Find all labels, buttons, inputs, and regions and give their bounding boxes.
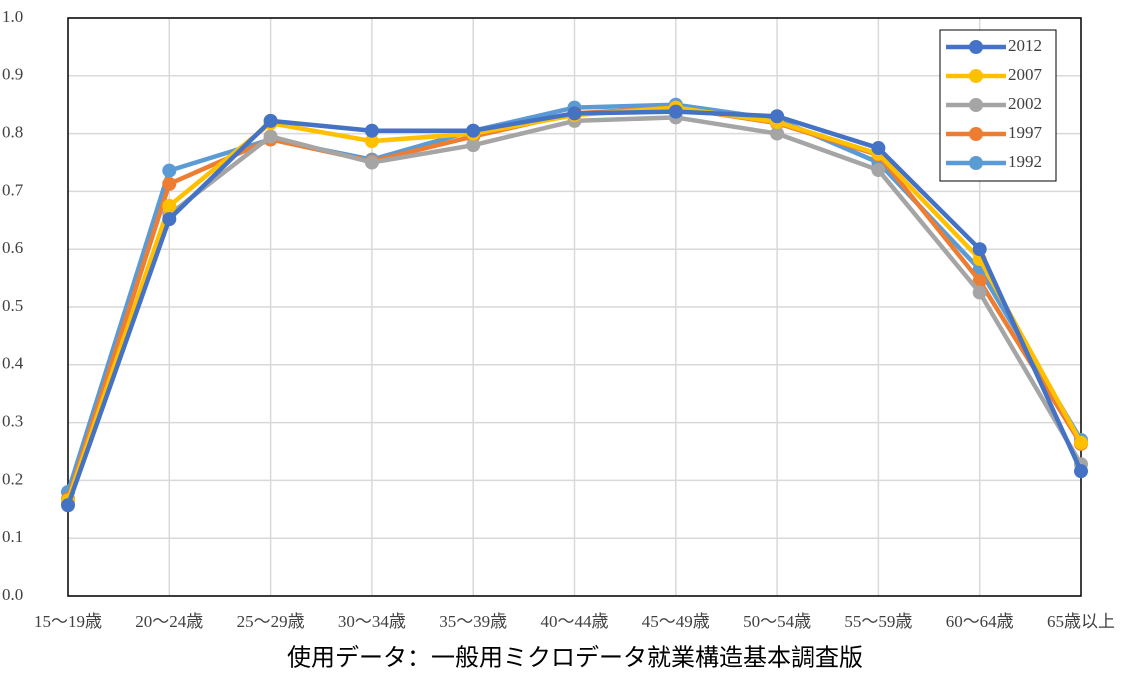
data-point [162, 198, 177, 213]
data-point [668, 104, 683, 119]
x-tick-label: 35～39歳 [439, 612, 507, 631]
data-point [770, 109, 785, 124]
plot-frame [67, 17, 1082, 597]
x-tick-label: 40～44歳 [541, 612, 609, 631]
data-point [871, 163, 886, 178]
legend-label: 2012 [1008, 36, 1042, 55]
data-point [466, 138, 481, 153]
x-tick-label: 65歳以上 [1047, 612, 1115, 631]
x-tick-label: 55～59歳 [844, 612, 912, 631]
y-tick-label: 0.5 [2, 296, 23, 315]
data-point [972, 273, 987, 288]
legend-label: 1992 [1008, 152, 1042, 171]
data-point [364, 155, 379, 170]
x-tick-label: 45～49歳 [642, 612, 710, 631]
legend-marker [969, 156, 983, 170]
data-point [162, 212, 177, 227]
y-tick-label: 0.4 [2, 354, 24, 373]
data-point [61, 498, 75, 513]
data-point [364, 134, 379, 149]
legend-marker [969, 127, 983, 141]
legend-label: 2007 [1008, 65, 1043, 84]
data-point [567, 106, 582, 121]
x-tick-label: 50～54歳 [743, 612, 811, 631]
x-axis-title: 使用データ：一般用ミクロデータ就業構造基本調査版 [287, 645, 863, 672]
y-tick-label: 0.0 [2, 585, 23, 604]
data-point [162, 176, 177, 191]
x-tick-label: 20～24歳 [135, 612, 203, 631]
x-tick-label: 15～19歳 [34, 612, 102, 631]
data-point [972, 242, 987, 257]
data-point [263, 113, 278, 128]
y-tick-label: 0.8 [2, 123, 23, 142]
data-point [1074, 435, 1088, 450]
y-tick-label: 0.9 [2, 65, 23, 84]
x-tick-label: 30～34歳 [338, 612, 406, 631]
data-point [263, 129, 278, 144]
legend-label: 2002 [1008, 94, 1042, 113]
data-point [1074, 464, 1088, 479]
x-tick-label: 25～29歳 [237, 612, 305, 631]
x-tick-label: 60～64歳 [946, 612, 1014, 631]
legend-marker [969, 69, 983, 83]
y-tick-label: 0.6 [2, 238, 23, 257]
legend-marker [969, 98, 983, 112]
data-point [770, 126, 785, 141]
legend-label: 1997 [1008, 123, 1043, 142]
y-tick-label: 0.2 [2, 469, 23, 488]
y-tick-label: 0.7 [2, 180, 24, 199]
data-point [972, 285, 987, 300]
data-point [871, 141, 886, 156]
data-point [466, 123, 481, 138]
y-tick-label: 0.3 [2, 412, 23, 431]
data-point [364, 123, 379, 138]
y-tick-label: 1.0 [2, 7, 23, 26]
y-tick-label: 0.1 [2, 527, 23, 546]
legend-marker [969, 40, 983, 54]
data-point [162, 163, 177, 178]
